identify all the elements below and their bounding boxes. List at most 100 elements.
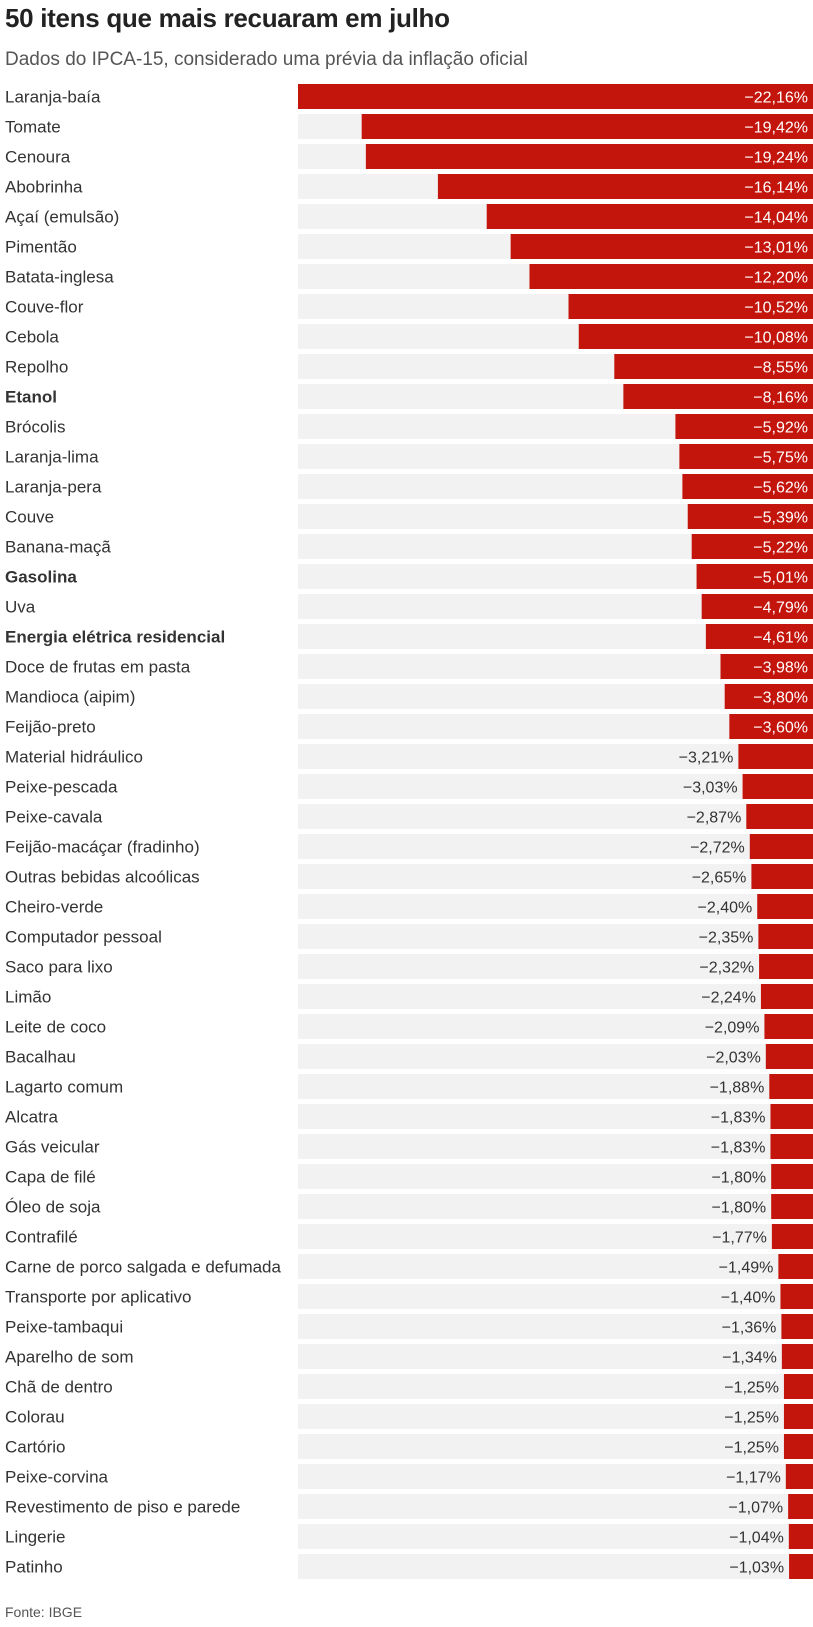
- bar-track: [298, 1194, 813, 1219]
- category-label: Patinho: [5, 1558, 63, 1577]
- category-label: Cartório: [5, 1438, 65, 1457]
- bar-row: Peixe-cavala −2,87%: [5, 804, 813, 829]
- category-label: Cheiro-verde: [5, 898, 103, 917]
- value-label: −19,42%: [744, 120, 808, 137]
- bar-row: Aparelho de som −1,34%: [5, 1344, 813, 1369]
- bar-row: Etanol −8,16%: [5, 384, 813, 409]
- bar-row: Capa de filé −1,80%: [5, 1164, 813, 1189]
- category-label: Abobrinha: [5, 178, 83, 197]
- bar-track: [298, 1134, 813, 1159]
- bar-track: [298, 1104, 813, 1129]
- bar: [361, 114, 813, 139]
- bar: [705, 624, 813, 649]
- bar: [783, 1434, 813, 1459]
- bar-row: Gás veicular −1,83%: [5, 1134, 813, 1159]
- value-label: −2,35%: [699, 930, 754, 947]
- value-label: −19,24%: [744, 150, 808, 167]
- bar-row: Carne de porco salgada e defumada −1,49%: [5, 1254, 813, 1279]
- bar: [623, 384, 813, 409]
- bar-track: [298, 1164, 813, 1189]
- chart-title: 50 itens que mais recuaram em julho: [5, 3, 450, 33]
- bar: [578, 324, 813, 349]
- bar-track: [298, 1224, 813, 1249]
- bar-row: Uva −4,79%: [5, 594, 813, 619]
- category-label: Outras bebidas alcoólicas: [5, 868, 200, 887]
- value-label: −1,77%: [712, 1230, 767, 1247]
- bar: [724, 684, 813, 709]
- bar-track: [298, 774, 813, 799]
- category-label: Lingerie: [5, 1528, 66, 1547]
- category-label: Energia elétrica residencial: [5, 628, 225, 647]
- bar-row: Gasolina −5,01%: [5, 564, 813, 589]
- bar-row: Energia elétrica residencial −4,61%: [5, 624, 813, 649]
- category-label: Pimentão: [5, 238, 77, 257]
- bar: [729, 714, 813, 739]
- value-label: −1,83%: [711, 1140, 766, 1157]
- category-label: Aparelho de som: [5, 1348, 134, 1367]
- bar: [742, 774, 813, 799]
- category-label: Açaí (emulsão): [5, 208, 119, 227]
- source-note: Fonte: IBGE: [5, 1604, 83, 1620]
- category-label: Laranja-lima: [5, 448, 99, 467]
- bar: [759, 954, 813, 979]
- bar: [757, 894, 813, 919]
- bar: [701, 594, 813, 619]
- category-label: Chã de dentro: [5, 1378, 113, 1397]
- value-label: −8,55%: [753, 360, 808, 377]
- bar: [770, 1134, 813, 1159]
- bar-track: [298, 1344, 813, 1369]
- bar-row: Banana-maçã −5,22%: [5, 534, 813, 559]
- category-label: Mandioca (aipim): [5, 688, 135, 707]
- category-label: Doce de frutas em pasta: [5, 658, 191, 677]
- bar: [749, 834, 813, 859]
- bar-row: Couve-flor −10,52%: [5, 294, 813, 319]
- bar-track: [298, 1074, 813, 1099]
- category-label: Peixe-cavala: [5, 808, 103, 827]
- value-label: −1,80%: [711, 1170, 766, 1187]
- bar: [568, 294, 813, 319]
- bar: [778, 1254, 813, 1279]
- bar-track: [298, 984, 813, 1009]
- bar-row: Peixe-tambaqui −1,36%: [5, 1314, 813, 1339]
- bar-row: Cenoura −19,24%: [5, 144, 813, 169]
- bar-row: Mandioca (aipim) −3,80%: [5, 684, 813, 709]
- category-label: Tomate: [5, 118, 61, 137]
- bar: [510, 234, 813, 259]
- value-label: −1,25%: [724, 1380, 779, 1397]
- bar: [486, 204, 813, 229]
- value-label: −2,65%: [692, 870, 747, 887]
- bar-track: [298, 1314, 813, 1339]
- bar-row: Patinho −1,03%: [5, 1554, 813, 1579]
- category-label: Batata-inglesa: [5, 268, 114, 287]
- value-label: −3,03%: [683, 780, 738, 797]
- value-label: −16,14%: [744, 180, 808, 197]
- category-label: Material hidráulico: [5, 748, 143, 767]
- category-label: Uva: [5, 598, 36, 617]
- value-label: −1,04%: [729, 1530, 784, 1547]
- bar: [769, 1074, 813, 1099]
- value-label: −5,62%: [753, 480, 808, 497]
- bar: [679, 444, 813, 469]
- bar-track: [298, 1434, 813, 1459]
- bar-track: [298, 804, 813, 829]
- value-label: −4,61%: [753, 630, 808, 647]
- bar-track: [298, 1254, 813, 1279]
- bar-row: Transporte por aplicativo −1,40%: [5, 1284, 813, 1309]
- bar-row: Contrafilé −1,77%: [5, 1224, 813, 1249]
- bar: [758, 924, 813, 949]
- bar-row: Limão −2,24%: [5, 984, 813, 1009]
- category-label: Laranja-pera: [5, 478, 102, 497]
- bar-row: Peixe-corvina −1,17%: [5, 1464, 813, 1489]
- bar: [781, 1344, 813, 1369]
- value-label: −1,88%: [710, 1080, 765, 1097]
- bar: [738, 744, 813, 769]
- bar: [746, 804, 813, 829]
- value-label: −10,08%: [744, 330, 808, 347]
- category-label: Brócolis: [5, 418, 65, 437]
- category-label: Óleo de soja: [5, 1198, 101, 1217]
- category-label: Cenoura: [5, 148, 71, 167]
- bar: [765, 1044, 813, 1069]
- bar-row: Laranja-pera −5,62%: [5, 474, 813, 499]
- value-label: −1,40%: [721, 1290, 776, 1307]
